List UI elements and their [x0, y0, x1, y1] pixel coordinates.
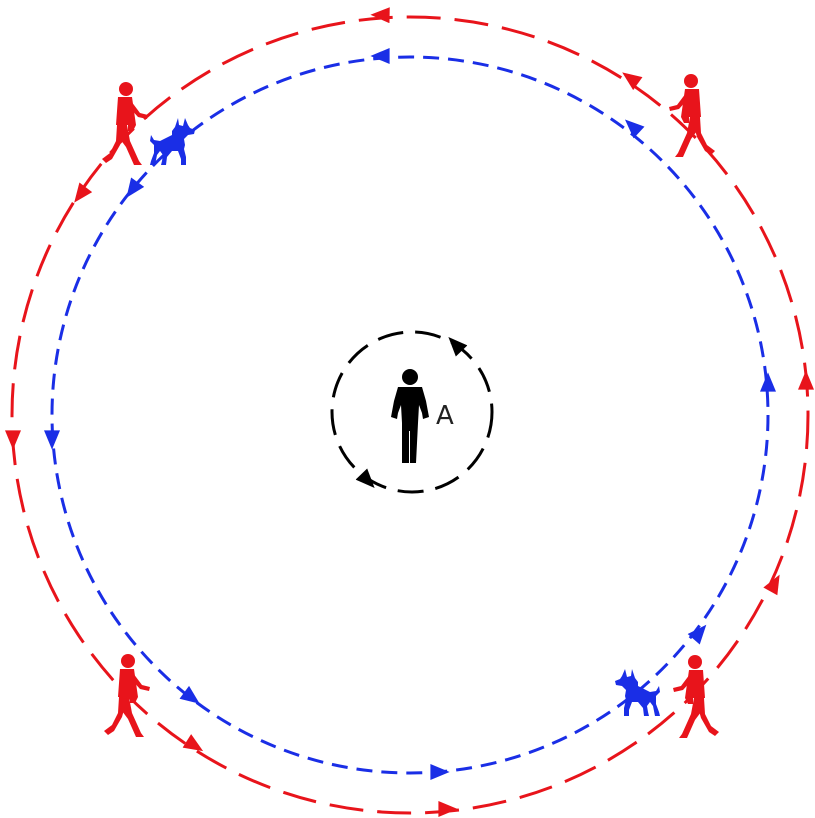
walking-person-icon: [102, 82, 148, 165]
center-label: A: [436, 401, 454, 431]
walking-person-icon: [669, 74, 715, 157]
inner-dog-path: [50, 55, 770, 775]
arrowhead-icon: [687, 624, 707, 645]
outer-walker-path: [10, 15, 810, 815]
arrowhead-icon: [74, 182, 93, 203]
center-rotation-path: [330, 330, 494, 494]
arrowhead-icon: [622, 72, 643, 91]
dog-icon: [150, 118, 195, 165]
arrowhead-icon: [763, 574, 780, 596]
standing-person-icon: [391, 369, 429, 463]
walking-person-icon: [104, 654, 150, 737]
dog-icon: [615, 669, 660, 716]
walking-person-icon: [673, 655, 719, 738]
